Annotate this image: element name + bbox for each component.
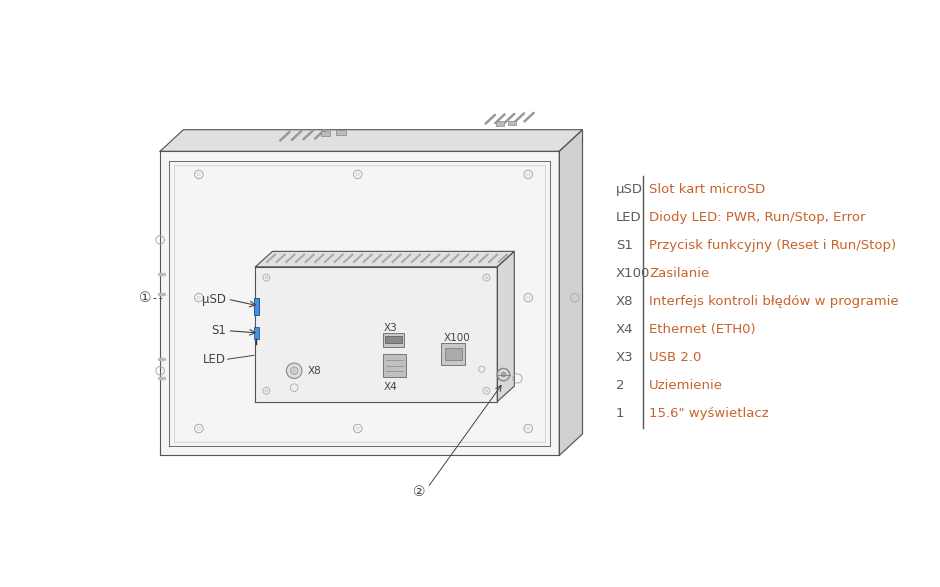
Text: X4: X4 bbox=[616, 323, 634, 336]
Text: S1: S1 bbox=[212, 324, 226, 337]
Text: μSD: μSD bbox=[202, 293, 226, 306]
Bar bbox=[254, 298, 259, 315]
Bar bbox=[445, 348, 462, 360]
Text: X100: X100 bbox=[444, 333, 471, 343]
Bar bbox=[509, 121, 516, 126]
Bar bbox=[383, 333, 404, 347]
Text: Diody LED: PWR, Run/Stop, Error: Diody LED: PWR, Run/Stop, Error bbox=[650, 211, 866, 224]
Text: X8: X8 bbox=[616, 295, 634, 308]
Polygon shape bbox=[160, 151, 559, 456]
Bar bbox=[254, 327, 258, 339]
Text: Przycisk funkcyjny (Reset i Run/Stop): Przycisk funkcyjny (Reset i Run/Stop) bbox=[650, 239, 897, 252]
Text: ①: ① bbox=[139, 291, 151, 305]
Bar bbox=[383, 354, 406, 377]
Text: 15.6" wyświetlacz: 15.6" wyświetlacz bbox=[650, 407, 769, 420]
Circle shape bbox=[287, 363, 302, 379]
Text: LED: LED bbox=[616, 211, 641, 224]
Text: 2: 2 bbox=[616, 379, 624, 393]
Polygon shape bbox=[256, 266, 497, 402]
Text: X100: X100 bbox=[616, 267, 650, 281]
Text: X8: X8 bbox=[307, 366, 321, 376]
Text: X3: X3 bbox=[384, 323, 398, 333]
Polygon shape bbox=[497, 251, 514, 402]
Text: Zasilanie: Zasilanie bbox=[650, 267, 710, 281]
Polygon shape bbox=[256, 251, 514, 266]
Circle shape bbox=[497, 369, 509, 381]
Text: X4: X4 bbox=[384, 382, 398, 392]
Text: Slot kart microSD: Slot kart microSD bbox=[650, 183, 765, 196]
Text: μSD: μSD bbox=[616, 183, 643, 196]
Bar bbox=[337, 130, 346, 134]
Text: ②: ② bbox=[414, 485, 426, 500]
Bar bbox=[496, 122, 504, 126]
Polygon shape bbox=[559, 130, 583, 456]
Bar bbox=[442, 343, 464, 365]
Text: USB 2.0: USB 2.0 bbox=[650, 352, 701, 365]
Bar bbox=[384, 336, 402, 343]
Text: Interfejs kontroli błędów w programie: Interfejs kontroli błędów w programie bbox=[650, 295, 899, 308]
Text: S1: S1 bbox=[616, 239, 633, 252]
Text: Uziemienie: Uziemienie bbox=[650, 379, 723, 393]
Polygon shape bbox=[160, 130, 583, 151]
Text: 1: 1 bbox=[616, 407, 624, 420]
Bar bbox=[321, 131, 330, 136]
Text: Ethernet (ETH0): Ethernet (ETH0) bbox=[650, 323, 756, 336]
Text: LED: LED bbox=[203, 353, 226, 366]
Text: X3: X3 bbox=[616, 352, 634, 365]
Circle shape bbox=[501, 372, 506, 377]
Circle shape bbox=[290, 367, 298, 375]
